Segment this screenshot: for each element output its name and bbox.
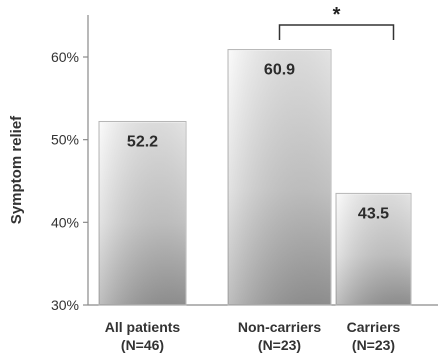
category-sublabel: (N=23) [258, 337, 301, 353]
bar-shading [337, 194, 410, 304]
category-label: Carriers [347, 319, 401, 335]
y-tick-label: 50% [51, 132, 79, 148]
y-tick-label: 60% [51, 49, 79, 65]
significance-bracket [278, 24, 395, 40]
category-sublabel: (N=23) [352, 337, 395, 353]
bar-shading [100, 122, 185, 304]
category-sublabel: (N=46) [121, 337, 164, 353]
bar-value-label: 60.9 [264, 62, 295, 79]
bar-value-label: 43.5 [358, 205, 389, 222]
y-tick-label: 30% [51, 297, 79, 313]
category-label: All patients [105, 319, 181, 335]
bar-shading [229, 50, 330, 305]
significance-star: * [333, 4, 341, 26]
y-axis-label: Symptom relief [8, 115, 25, 224]
bar-value-label: 52.2 [127, 133, 158, 150]
y-tick-label: 40% [51, 214, 79, 230]
category-label: Non-carriers [238, 319, 321, 335]
